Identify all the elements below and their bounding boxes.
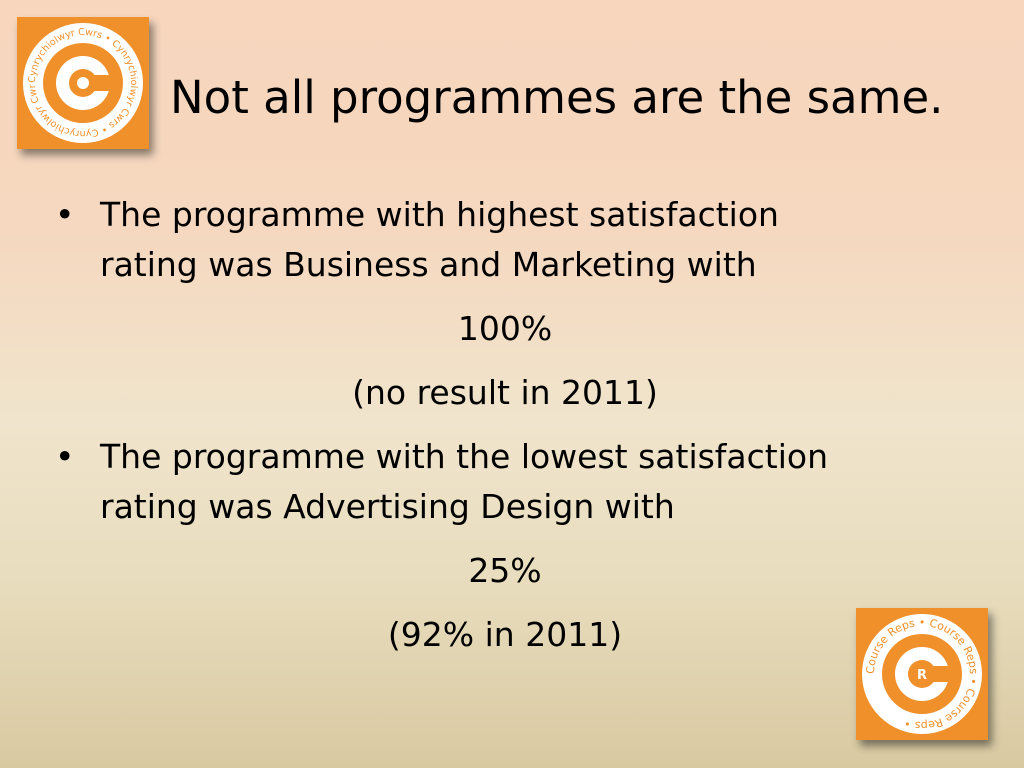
- logo-emblem-icon: Cynrychiolwyr Cwrs • Cynrychiolwyr Cwrs …: [17, 17, 143, 143]
- bullet-text-line: rating was Advertising Design with: [100, 487, 675, 526]
- bullet-dot-icon: •: [55, 437, 75, 476]
- bullet-text-line: The programme with the lowest satisfacti…: [100, 437, 828, 476]
- lowest-rating-note: (92% in 2011): [387, 615, 623, 654]
- course-reps-logo-english: Course Reps • Course Reps • Course Reps …: [856, 608, 988, 740]
- svg-text:R: R: [917, 668, 927, 683]
- lowest-rating-value: 25%: [468, 551, 542, 590]
- course-reps-logo-welsh: Cynrychiolwyr Cwrs • Cynrychiolwyr Cwrs …: [17, 17, 149, 149]
- bullet-item-lowest: • The programme with the lowest satisfac…: [55, 432, 955, 532]
- logo-emblem-icon: Course Reps • Course Reps • Course Reps …: [862, 614, 982, 734]
- bullet-dot-icon: •: [55, 195, 75, 234]
- highest-rating-note: (no result in 2011): [352, 373, 658, 412]
- bullet-text-line: The programme with highest satisfaction: [100, 195, 779, 234]
- slide-title: Not all programmes are the same.: [170, 71, 944, 124]
- bullet-item-highest: • The programme with highest satisfactio…: [55, 190, 955, 290]
- highest-rating-value: 100%: [457, 309, 553, 348]
- bullet-text-line: rating was Business and Marketing with: [100, 245, 757, 284]
- slide-body: • The programme with highest satisfactio…: [55, 190, 955, 674]
